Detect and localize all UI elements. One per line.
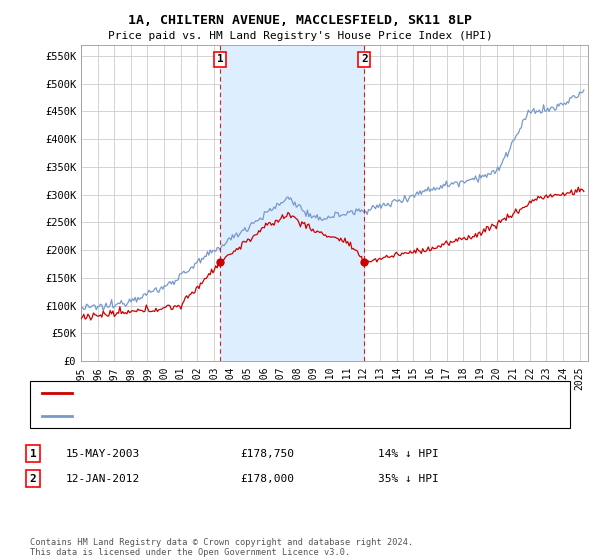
Text: Contains HM Land Registry data © Crown copyright and database right 2024.
This d: Contains HM Land Registry data © Crown c… — [30, 538, 413, 557]
Text: 12-JAN-2012: 12-JAN-2012 — [66, 474, 140, 484]
Text: £178,750: £178,750 — [240, 449, 294, 459]
Text: HPI: Average price, detached house, Cheshire East: HPI: Average price, detached house, Ches… — [78, 411, 366, 421]
Text: 2: 2 — [29, 474, 37, 484]
Text: 1A, CHILTERN AVENUE, MACCLESFIELD, SK11 8LP (detached house): 1A, CHILTERN AVENUE, MACCLESFIELD, SK11 … — [78, 388, 431, 398]
Text: 35% ↓ HPI: 35% ↓ HPI — [378, 474, 439, 484]
Bar — [220, 45, 364, 361]
Text: 1A, CHILTERN AVENUE, MACCLESFIELD, SK11 8LP: 1A, CHILTERN AVENUE, MACCLESFIELD, SK11 … — [128, 14, 472, 27]
Text: 15-MAY-2003: 15-MAY-2003 — [66, 449, 140, 459]
Text: £178,000: £178,000 — [240, 474, 294, 484]
Text: 2: 2 — [361, 54, 368, 64]
Text: 14% ↓ HPI: 14% ↓ HPI — [378, 449, 439, 459]
Text: 1: 1 — [217, 54, 224, 64]
Text: 1: 1 — [29, 449, 37, 459]
Text: Price paid vs. HM Land Registry's House Price Index (HPI): Price paid vs. HM Land Registry's House … — [107, 31, 493, 41]
